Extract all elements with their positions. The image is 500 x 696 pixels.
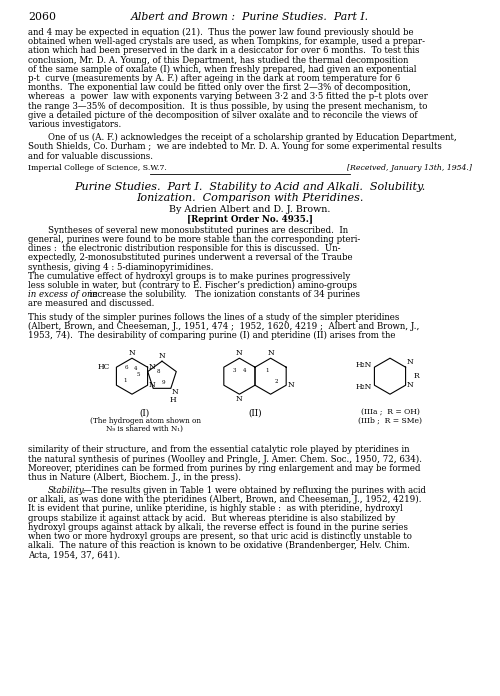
Text: less soluble in water, but (contrary to E. Fischer’s prediction) amino-groups: less soluble in water, but (contrary to … bbox=[28, 281, 357, 290]
Text: 1: 1 bbox=[123, 378, 126, 383]
Text: (Albert, Brown, and Cheeseman, J., 1951, 474 ;  1952, 1620, 4219 ;  Albert and B: (Albert, Brown, and Cheeseman, J., 1951,… bbox=[28, 322, 419, 331]
Text: N: N bbox=[158, 352, 166, 361]
Text: Acta, 1954, 37, 641).: Acta, 1954, 37, 641). bbox=[28, 551, 120, 560]
Text: Imperial College of Science, S.W.7.: Imperial College of Science, S.W.7. bbox=[28, 164, 167, 172]
Text: N: N bbox=[267, 349, 274, 357]
Text: ation which had been preserved in the dark in a desiccator for over 6 months.  T: ation which had been preserved in the da… bbox=[28, 47, 419, 56]
Text: (IIIa ;  R = OH): (IIIa ; R = OH) bbox=[360, 408, 420, 416]
Text: [Reprint Order No. 4935.]: [Reprint Order No. 4935.] bbox=[187, 215, 313, 224]
Text: Syntheses of several new monosubstituted purines are described.  In: Syntheses of several new monosubstituted… bbox=[48, 226, 348, 235]
Text: The cumulative effect of hydroxyl groups is to make purines progressively: The cumulative effect of hydroxyl groups… bbox=[28, 272, 350, 280]
Text: 3: 3 bbox=[232, 368, 236, 373]
Text: 6: 6 bbox=[125, 365, 128, 370]
Text: the range 3—35% of decomposition.  It is thus possible, by using the present mec: the range 3—35% of decomposition. It is … bbox=[28, 102, 427, 111]
Text: (I): (I) bbox=[140, 408, 150, 417]
Text: p-t  curve (measurements by A. F.) after ageing in the dark at room temperature : p-t curve (measurements by A. F.) after … bbox=[28, 74, 400, 83]
Text: of the same sample of oxalate (I) which, when freshly prepared, had given an exp: of the same sample of oxalate (I) which,… bbox=[28, 65, 416, 74]
Text: increase the solubility.   The ionization constants of 34 purines: increase the solubility. The ionization … bbox=[84, 290, 360, 299]
Text: Purine Studies.  Part I.  Stability to Acid and Alkali.  Solubility.: Purine Studies. Part I. Stability to Aci… bbox=[74, 182, 426, 192]
Text: H: H bbox=[170, 396, 176, 404]
Text: conclusion, Mr. D. A. Young, of this Department, has studied the thermal decompo: conclusion, Mr. D. A. Young, of this Dep… bbox=[28, 56, 408, 65]
Text: the natural synthesis of purines (Woolley and Pringle, J. Amer. Chem. Soc., 1950: the natural synthesis of purines (Woolle… bbox=[28, 454, 422, 464]
Text: N₉ is shared with N₁): N₉ is shared with N₁) bbox=[106, 425, 184, 433]
Text: N: N bbox=[236, 349, 243, 357]
Text: various investigators.: various investigators. bbox=[28, 120, 121, 129]
Text: 9: 9 bbox=[162, 380, 166, 385]
Text: (The hydrogen atom shown on: (The hydrogen atom shown on bbox=[90, 417, 200, 425]
Text: N: N bbox=[406, 381, 414, 389]
Text: in excess of one: in excess of one bbox=[28, 290, 98, 299]
Text: Ionization.  Comparison with Pteridines.: Ionization. Comparison with Pteridines. bbox=[136, 193, 364, 203]
Text: Stability.: Stability. bbox=[48, 486, 86, 495]
Text: H₂N: H₂N bbox=[356, 361, 372, 369]
Text: H₂N: H₂N bbox=[356, 383, 372, 391]
Text: alkali.  The nature of this reaction is known to be oxidative (Brandenberger, He: alkali. The nature of this reaction is k… bbox=[28, 541, 410, 551]
Text: and 4 may be expected in equation (21).  Thus the power law found previously sho: and 4 may be expected in equation (21). … bbox=[28, 28, 413, 37]
Text: 2: 2 bbox=[274, 379, 278, 384]
Text: N: N bbox=[128, 349, 136, 357]
Text: give a detailed picture of the decomposition of silver oxalate and to reconcile : give a detailed picture of the decomposi… bbox=[28, 111, 417, 120]
Text: This study of the simpler purines follows the lines of a study of the simpler pt: This study of the simpler purines follow… bbox=[28, 313, 400, 322]
Text: N: N bbox=[148, 381, 156, 389]
Text: It is evident that purine, unlike pteridine, is highly stable :  as with pteridi: It is evident that purine, unlike pterid… bbox=[28, 505, 403, 514]
Text: obtained when well-aged crystals are used, as when Tompkins, for example, used a: obtained when well-aged crystals are use… bbox=[28, 37, 425, 46]
Text: are measured and discussed.: are measured and discussed. bbox=[28, 299, 154, 308]
Text: R: R bbox=[414, 372, 420, 380]
Text: months.  The exponential law could be fitted only over the first 2—3% of decompo: months. The exponential law could be fit… bbox=[28, 84, 411, 92]
Text: whereas  a  power  law with exponents varying between 3·2 and 3·5 fitted the p–t: whereas a power law with exponents varyi… bbox=[28, 93, 428, 102]
Text: expectedly, 2-monosubstituted purines underwent a reversal of the Traube: expectedly, 2-monosubstituted purines un… bbox=[28, 253, 352, 262]
Text: general, purines were found to be more stable than the corresponding pteri-: general, purines were found to be more s… bbox=[28, 235, 360, 244]
Text: N: N bbox=[287, 381, 294, 389]
Text: synthesis, giving 4 : 5-diaminopyrimidines.: synthesis, giving 4 : 5-diaminopyrimidin… bbox=[28, 262, 214, 271]
Text: (IIIb ;  R = SMe): (IIIb ; R = SMe) bbox=[358, 416, 422, 424]
Text: dines :  the electronic distribution responsible for this is discussed.  Un-: dines : the electronic distribution resp… bbox=[28, 244, 340, 253]
Text: One of us (A. F.) acknowledges the receipt of a scholarship granted by Education: One of us (A. F.) acknowledges the recei… bbox=[48, 133, 457, 142]
Text: 8: 8 bbox=[156, 369, 160, 374]
Text: 1: 1 bbox=[265, 368, 268, 373]
Text: 2060: 2060 bbox=[28, 12, 56, 22]
Text: when two or more hydroxyl groups are present, so that uric acid is distinctly un: when two or more hydroxyl groups are pre… bbox=[28, 532, 412, 541]
Text: HC: HC bbox=[98, 363, 110, 371]
Text: groups stabilize it against attack by acid.  But whereas pteridine is also stabi: groups stabilize it against attack by ac… bbox=[28, 514, 396, 523]
Text: similarity of their structure, and from the essential catalytic role played by p: similarity of their structure, and from … bbox=[28, 445, 409, 454]
Text: —The results given in Table 1 were obtained by refluxing the purines with acid: —The results given in Table 1 were obtai… bbox=[83, 486, 426, 495]
Text: [Received, January 13th, 1954.]: [Received, January 13th, 1954.] bbox=[347, 164, 472, 172]
Text: Moreover, pteridines can be formed from purines by ring enlargement and may be f: Moreover, pteridines can be formed from … bbox=[28, 464, 420, 473]
Text: hydroxyl groups against attack by alkali, the reverse effect is found in the pur: hydroxyl groups against attack by alkali… bbox=[28, 523, 408, 532]
Text: 4: 4 bbox=[243, 368, 246, 373]
Text: By Adrien Albert and D. J. Brown.: By Adrien Albert and D. J. Brown. bbox=[170, 205, 330, 214]
Text: N: N bbox=[148, 363, 156, 371]
Text: thus in Nature (Albert, Biochem. J., in the press).: thus in Nature (Albert, Biochem. J., in … bbox=[28, 473, 241, 482]
Text: or alkali, as was done with the pteridines (Albert, Brown, and Cheeseman, J., 19: or alkali, as was done with the pteridin… bbox=[28, 495, 421, 505]
Text: Albert and Brown :  Purine Studies.  Part I.: Albert and Brown : Purine Studies. Part … bbox=[131, 12, 369, 22]
Text: N: N bbox=[236, 395, 243, 403]
Text: N: N bbox=[172, 388, 178, 396]
Text: South Shields, Co. Durham ;  we are indebted to Mr. D. A. Young for some experim: South Shields, Co. Durham ; we are indeb… bbox=[28, 143, 442, 152]
Text: 5: 5 bbox=[136, 372, 140, 377]
Text: and for valuable discussions.: and for valuable discussions. bbox=[28, 152, 153, 161]
Text: 1953, 74).  The desirability of comparing purine (I) and pteridine (II) arises f: 1953, 74). The desirability of comparing… bbox=[28, 331, 396, 340]
Text: 4: 4 bbox=[134, 366, 137, 371]
Text: (II): (II) bbox=[248, 408, 262, 417]
Text: N: N bbox=[406, 358, 414, 366]
